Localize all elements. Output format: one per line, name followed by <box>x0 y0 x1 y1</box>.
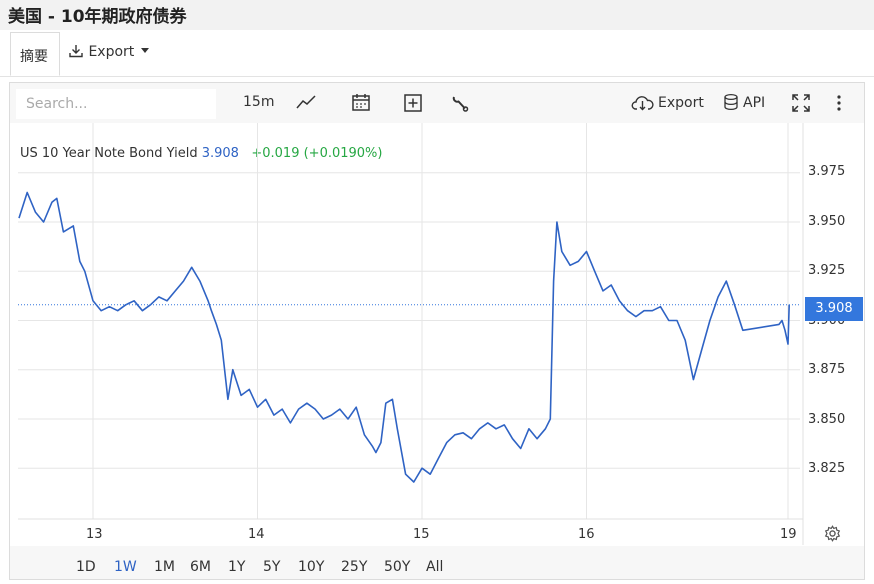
y-tick-label: 3.950 <box>808 214 846 229</box>
yield-line-series <box>18 191 790 483</box>
tab-summary-label: 摘要 <box>20 49 48 65</box>
database-icon[interactable] <box>722 93 740 111</box>
last-price-badge: 3.908 <box>805 297 863 321</box>
toolbar-export-button[interactable]: Export <box>658 95 704 111</box>
range-5y[interactable]: 5Y <box>263 559 281 575</box>
range-1d[interactable]: 1D <box>76 559 96 575</box>
range-6m[interactable]: 6M <box>190 559 211 575</box>
range-25y[interactable]: 25Y <box>341 559 368 575</box>
range-10y[interactable]: 10Y <box>298 559 325 575</box>
chart-type-icon[interactable] <box>295 93 317 111</box>
download-icon <box>69 45 83 58</box>
tab-export-label: Export <box>88 44 135 60</box>
tab-summary[interactable]: 摘要 <box>10 32 60 76</box>
y-tick-label: 3.850 <box>808 412 846 427</box>
range-50y[interactable]: 50Y <box>384 559 411 575</box>
fullscreen-icon[interactable] <box>791 93 811 113</box>
x-tick-label: 19 <box>780 527 797 542</box>
x-tick-label: 14 <box>248 527 265 542</box>
range-all[interactable]: All <box>426 559 444 575</box>
x-tick-label: 16 <box>578 527 595 542</box>
x-tick-label: 13 <box>86 527 103 542</box>
api-button[interactable]: API <box>743 95 766 111</box>
legend-series-name: US 10 Year Note Bond Yield <box>20 146 198 161</box>
page-title: 美国 - 10年期政府债券 <box>8 7 187 27</box>
caret-down-icon <box>140 48 149 53</box>
chart-legend: US 10 Year Note Bond Yield 3.908 +0.019 … <box>20 146 382 161</box>
y-tick-label: 3.925 <box>808 263 846 278</box>
y-tick-label: 3.975 <box>808 164 846 179</box>
tabs-row <box>0 30 874 77</box>
range-1m[interactable]: 1M <box>154 559 175 575</box>
settings-gear-icon[interactable] <box>824 525 841 542</box>
x-tick-label: 15 <box>413 527 430 542</box>
title-bar <box>0 0 874 30</box>
y-tick-label: 3.825 <box>808 461 846 476</box>
y-tick-label: 3.875 <box>808 362 846 377</box>
legend-last-value: 3.908 <box>201 146 239 161</box>
range-selector <box>10 546 864 579</box>
interval-button[interactable]: 15m <box>243 94 275 110</box>
range-1w[interactable]: 1W <box>114 559 137 575</box>
tab-export-dropdown[interactable]: Export <box>68 44 149 60</box>
chart-widget <box>9 82 865 580</box>
wrench-icon[interactable] <box>450 94 470 114</box>
cloud-download-icon[interactable] <box>631 94 655 112</box>
calendar-icon[interactable] <box>351 92 371 112</box>
range-1y[interactable]: 1Y <box>228 559 246 575</box>
legend-change: +0.019 (+0.0190%) <box>251 146 383 161</box>
add-indicator-icon[interactable] <box>403 93 423 113</box>
search-input[interactable] <box>16 89 216 119</box>
more-options-icon[interactable] <box>836 94 842 112</box>
